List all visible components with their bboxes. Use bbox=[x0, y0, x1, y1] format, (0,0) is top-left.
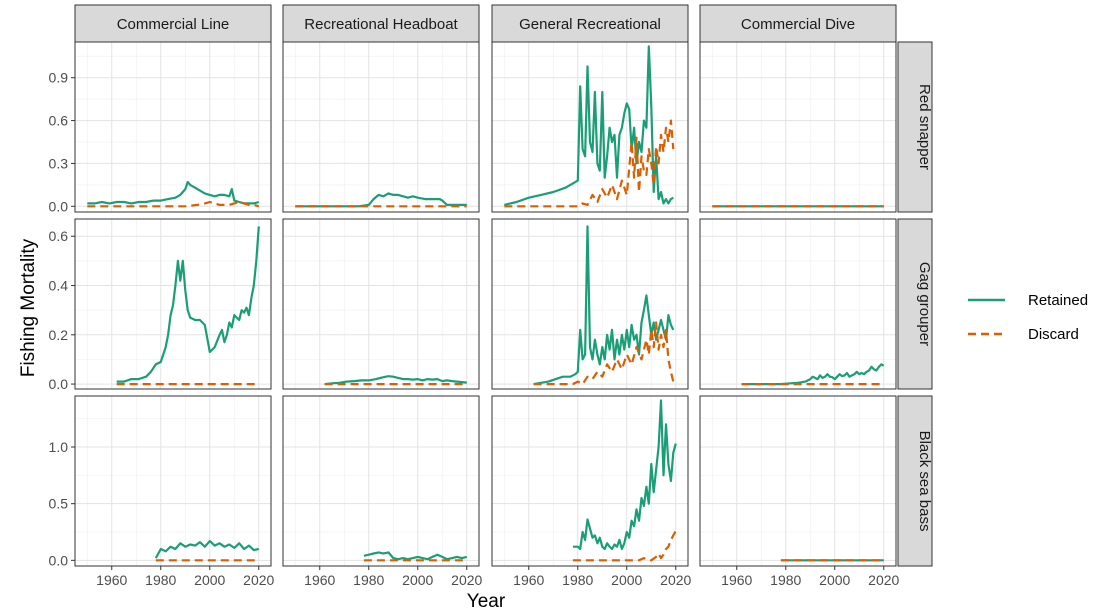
legend-label-discard: Discard bbox=[1028, 326, 1079, 343]
panel-commercial-line-red-snapper bbox=[74, 41, 272, 213]
panel-commercial-dive-red-snapper bbox=[699, 41, 897, 213]
panel-background bbox=[75, 42, 271, 212]
x-tick-label: 2020 bbox=[243, 572, 274, 588]
y-tick-label: 0.6 bbox=[49, 113, 69, 129]
x-tick-label: 1980 bbox=[770, 572, 801, 588]
series-line-discard bbox=[504, 119, 675, 208]
x-tick-label: 2000 bbox=[194, 572, 225, 588]
strip-label-commercial-line: Commercial Line bbox=[117, 16, 230, 33]
panel-commercial-line-gag-grouper bbox=[74, 218, 272, 390]
panel-background bbox=[700, 219, 896, 389]
strip-recreational-headboat bbox=[282, 4, 480, 43]
series-line-discard bbox=[533, 321, 675, 386]
strip-label-red-snapper: Red snapper bbox=[916, 84, 933, 170]
strip-label-commercial-dive: Commercial Dive bbox=[741, 16, 855, 33]
x-tick-label: 2020 bbox=[451, 572, 482, 588]
x-tick-label: 1960 bbox=[96, 572, 127, 588]
x-tick-label: 2020 bbox=[868, 572, 899, 588]
panel-background bbox=[700, 396, 896, 566]
panel-general-recreational-red-snapper bbox=[491, 41, 689, 213]
panel-commercial-dive-black-sea-bass bbox=[699, 395, 897, 567]
x-axis-title: Year bbox=[467, 591, 506, 612]
x-tick-label: 2000 bbox=[402, 572, 433, 588]
series-line-retained bbox=[324, 375, 467, 386]
strip-label-gag-grouper: Gag grouper bbox=[916, 262, 933, 346]
x-tick-label: 2020 bbox=[660, 572, 691, 588]
panel-border bbox=[699, 218, 897, 390]
panel-border bbox=[282, 218, 480, 390]
panel-background bbox=[492, 396, 688, 566]
y-tick-label: 0.9 bbox=[49, 70, 69, 86]
series-line-retained bbox=[363, 551, 468, 561]
y-axis-title: Fishing Mortality bbox=[18, 238, 39, 377]
strip-general-recreational bbox=[491, 4, 689, 43]
y-tick-label: 0.0 bbox=[49, 552, 69, 568]
y-tick-label: 0.2 bbox=[49, 327, 69, 343]
y-tick-label: 0.0 bbox=[49, 198, 69, 214]
panel-border bbox=[282, 395, 480, 567]
x-tick-label: 1960 bbox=[721, 572, 752, 588]
axis-layer: 0.0 0.3 0.6 0.9 0.0 0.2 0.4 0.6 0.0 0.5 1.0 1960 198… bbox=[49, 70, 900, 588]
panel-border bbox=[491, 395, 689, 567]
series-line-discard bbox=[572, 530, 677, 562]
panel-commercial-dive-gag-grouper bbox=[699, 218, 897, 390]
strip-label-general-recreational: General Recreational bbox=[519, 16, 661, 33]
panel-layer bbox=[74, 41, 897, 567]
y-tick-label: 1.0 bbox=[49, 439, 69, 455]
strip-commercial-line bbox=[74, 4, 272, 43]
series-line-retained bbox=[741, 363, 885, 386]
x-tick-label: 1980 bbox=[145, 572, 176, 588]
panel-background bbox=[75, 396, 271, 566]
x-tick-label: 1980 bbox=[562, 572, 593, 588]
panel-border bbox=[74, 218, 272, 390]
x-tick-label: 1980 bbox=[353, 572, 384, 588]
panel-commercial-line-black-sea-bass bbox=[74, 395, 272, 567]
panel-general-recreational-black-sea-bass bbox=[491, 395, 689, 567]
panel-border bbox=[699, 395, 897, 567]
strip-gag-grouper bbox=[897, 218, 933, 390]
panel-background bbox=[283, 219, 479, 389]
series-line-retained bbox=[572, 399, 677, 551]
strip-black-sea-bass bbox=[897, 395, 933, 567]
series-line-discard bbox=[87, 200, 260, 208]
panel-recreational-headboat-red-snapper bbox=[282, 41, 480, 213]
y-tick-label: 0.6 bbox=[49, 228, 69, 244]
panel-background bbox=[700, 42, 896, 212]
x-tick-label: 2000 bbox=[611, 572, 642, 588]
strip-label-black-sea-bass: Black sea bass bbox=[916, 431, 933, 532]
panel-recreational-headboat-gag-grouper bbox=[282, 218, 480, 390]
panel-general-recreational-gag-grouper bbox=[491, 218, 689, 390]
panel-border bbox=[74, 395, 272, 567]
strip-commercial-dive bbox=[699, 4, 897, 43]
panel-background bbox=[283, 42, 479, 212]
y-tick-label: 0.4 bbox=[49, 278, 69, 294]
y-tick-label: 0.5 bbox=[49, 496, 69, 512]
x-tick-label: 1960 bbox=[304, 572, 335, 588]
series-line-retained bbox=[87, 180, 260, 205]
panel-recreational-headboat-black-sea-bass bbox=[282, 395, 480, 567]
x-tick-label: 1960 bbox=[513, 572, 544, 588]
strip-layer: Commercial Line Recreational Headboat Gene… bbox=[74, 4, 933, 567]
series-line-retained bbox=[116, 226, 260, 383]
y-tick-label: 0.3 bbox=[49, 155, 69, 171]
legend: Retained Discard bbox=[968, 292, 1088, 343]
panel-background bbox=[283, 396, 479, 566]
strip-label-recreational-headboat: Recreational Headboat bbox=[304, 16, 458, 33]
strip-red-snapper bbox=[897, 41, 933, 213]
legend-label-retained: Retained bbox=[1028, 292, 1088, 309]
y-tick-label: 0.0 bbox=[49, 376, 69, 392]
series-line-retained bbox=[154, 539, 260, 559]
panel-border bbox=[491, 218, 689, 390]
x-tick-label: 2000 bbox=[819, 572, 850, 588]
